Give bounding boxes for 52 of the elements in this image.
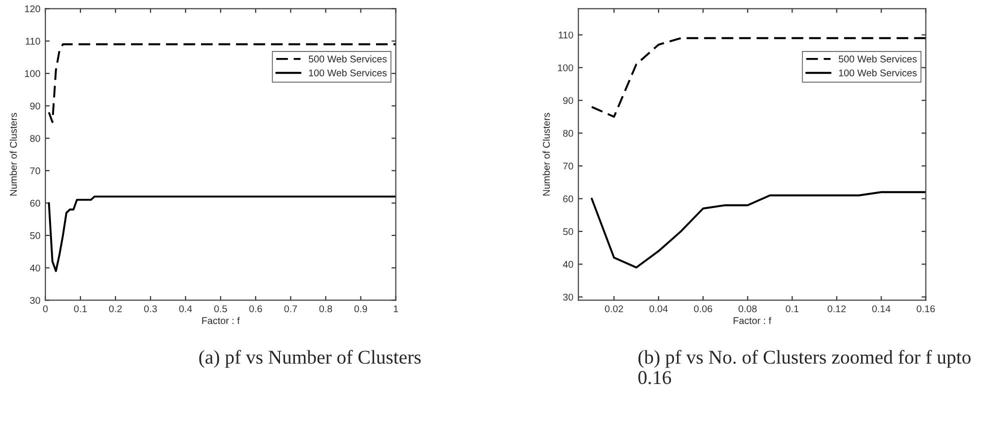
x-tick-label: 0.16 [916, 305, 935, 312]
y-tick-label: 60 [563, 195, 574, 202]
x-tick-label: 1 [394, 305, 398, 312]
y-tick-label: 70 [563, 162, 574, 170]
line-series [590, 37, 926, 118]
x-tick-label: 0.06 [694, 305, 712, 312]
y-tick-label: 70 [30, 167, 40, 174]
x-tick-label: 0.7 [284, 305, 297, 312]
x-tick-label: 0.1 [786, 305, 798, 312]
legend-label: 100 Web Services [309, 69, 387, 76]
y-tick-label: 90 [30, 102, 40, 110]
y-tick-label: 110 [558, 32, 574, 38]
x-axis-title: Factor : f [202, 316, 240, 324]
line-series [48, 196, 396, 272]
y-tick-label: 40 [562, 260, 574, 268]
x-tick-label: 0.12 [828, 305, 846, 312]
y-tick-label: 40 [30, 264, 40, 272]
legend-label: 500 Web Services [308, 55, 387, 62]
x-tick-label: 0.08 [738, 305, 757, 312]
y-tick-label: 50 [30, 232, 40, 240]
line-series [48, 43, 396, 124]
y-tick-label: 90 [563, 97, 574, 104]
text: (b) pf vs No. of Clusters zoomed for f upto 0.16 [638, 350, 971, 384]
y-axis-title: Number of Clusters [10, 112, 17, 196]
x-axis-title: Factor : f [734, 316, 772, 324]
x-tick-label: 0.02 [604, 305, 623, 312]
y-tick-label: 30 [30, 296, 40, 304]
x-tick-label: 0 [43, 305, 48, 312]
y-tick-label: 80 [30, 134, 40, 142]
y-tick-label: 120 [25, 5, 40, 12]
x-tick-label: 0.04 [649, 305, 668, 312]
line-series [590, 191, 926, 268]
y-tick-label: 100 [25, 70, 40, 78]
y-tick-label: 100 [558, 64, 574, 72]
y-tick-label: 50 [563, 228, 574, 236]
y-tick-label: 110 [26, 38, 40, 45]
x-tick-label: 0.2 [109, 305, 122, 312]
text: (a) pf vs Number of Clusters [199, 350, 421, 368]
y-tick-label: 30 [563, 294, 574, 301]
x-tick-label: 0.8 [319, 305, 332, 312]
x-tick-label: 0.14 [872, 305, 890, 312]
y-tick-label: 80 [563, 130, 574, 137]
y-axis-title: Number of Clusters [542, 112, 550, 196]
y-tick-label: 60 [30, 200, 40, 207]
legend-label: 100 Web Services [839, 69, 917, 76]
x-tick-label: 0.1 [74, 305, 87, 312]
x-tick-label: 0.3 [144, 305, 157, 312]
x-tick-label: 0.5 [214, 305, 227, 312]
x-tick-label: 0.6 [249, 305, 262, 312]
x-tick-label: 0.4 [179, 305, 192, 312]
legend-label: 500 Web Services [838, 55, 917, 62]
x-tick-label: 0.9 [354, 305, 368, 312]
